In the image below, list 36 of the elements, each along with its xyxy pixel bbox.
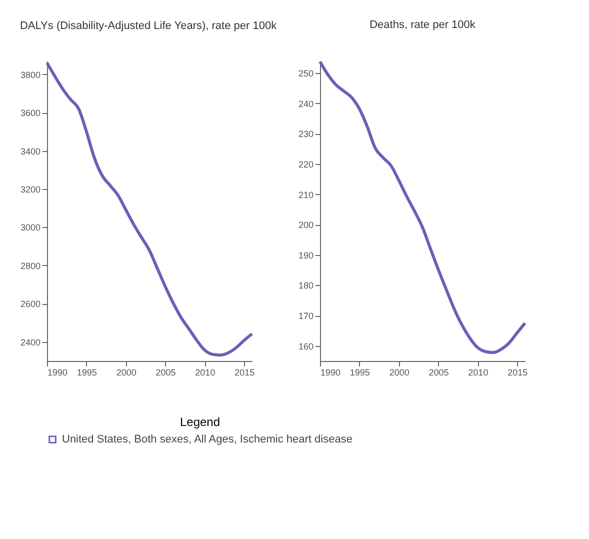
x-tick-label: 1995 xyxy=(76,368,97,378)
x-tick-label: 2010 xyxy=(195,368,216,378)
y-tick-label: 3800 xyxy=(20,70,40,80)
chart-title: DALYs (Disability-Adjusted Life Years), rate per 100k xyxy=(20,20,278,32)
y-tick-label: 250 xyxy=(298,68,314,79)
y-tick-label: 3400 xyxy=(20,146,40,156)
line-series xyxy=(318,60,526,354)
line-series xyxy=(46,61,254,357)
y-tick-label: 180 xyxy=(298,280,314,291)
y-tick-label: 2800 xyxy=(20,260,40,271)
x-tick-label: 1990 xyxy=(320,368,341,378)
x-tick-label: 1990 xyxy=(48,368,68,378)
y-tick-label: 230 xyxy=(298,129,314,140)
y-tick-label: 240 xyxy=(298,98,314,109)
legend-label: United States, Both sexes, All Ages, Ischemic heart disease xyxy=(62,434,352,446)
x-tick-label: 2005 xyxy=(428,368,449,378)
y-tick-label: 160 xyxy=(298,341,314,352)
x-tick-label: 2000 xyxy=(389,368,410,378)
y-tick-label: 210 xyxy=(298,190,314,200)
y-tick-label: 200 xyxy=(298,220,314,230)
y-tick-label: 220 xyxy=(298,160,314,170)
x-tick-label: 2000 xyxy=(116,368,136,378)
y-tick-label: 3600 xyxy=(20,108,40,118)
chart-title: Deaths, rate per 100k xyxy=(370,19,476,32)
x-tick-label: 2015 xyxy=(508,368,528,378)
y-tick-label: 2400 xyxy=(20,337,40,348)
y-tick-label: 190 xyxy=(298,250,314,260)
x-tick-label: 2015 xyxy=(234,368,255,378)
x-tick-label: 2005 xyxy=(156,368,176,378)
y-tick-label: 2600 xyxy=(20,299,40,310)
y-tick-label: 3000 xyxy=(20,222,40,233)
legend-title: Legend xyxy=(180,415,220,429)
y-tick-label: 170 xyxy=(298,311,314,322)
y-tick-label: 3200 xyxy=(20,184,40,195)
x-tick-label: 1995 xyxy=(350,368,370,378)
x-tick-label: 2010 xyxy=(468,368,488,378)
